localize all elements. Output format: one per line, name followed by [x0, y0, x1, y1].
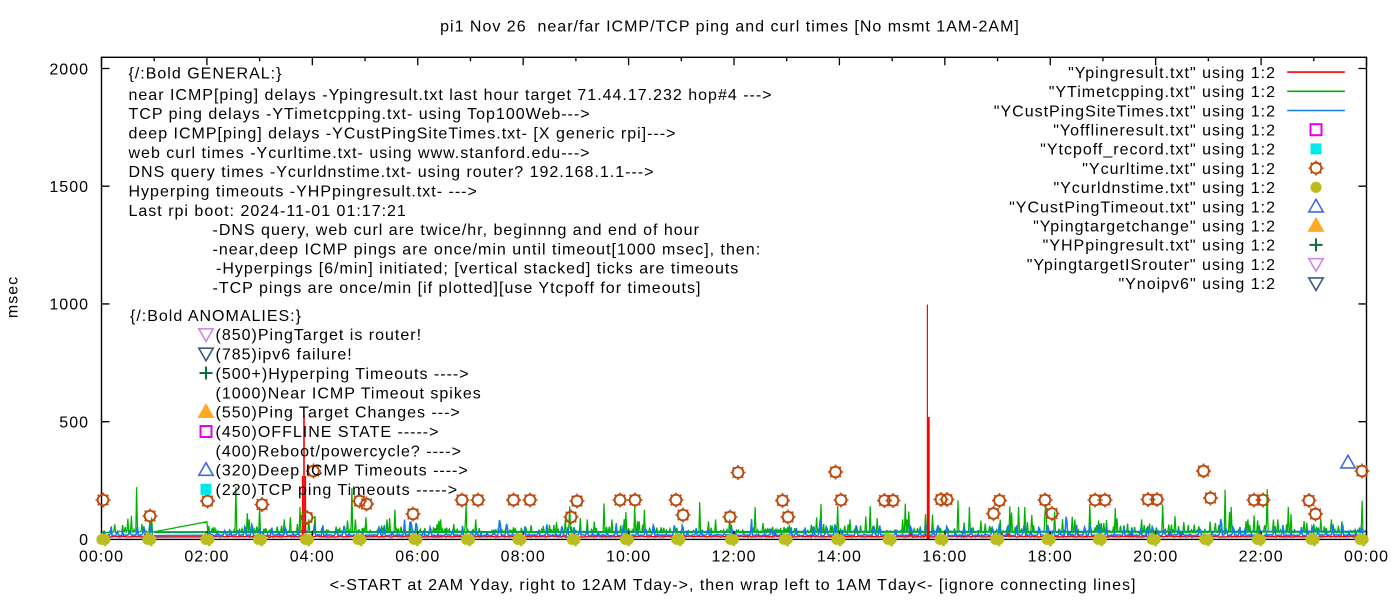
svg-text:(1000)Near ICMP Timeout spikes: (1000)Near ICMP Timeout spikes [216, 385, 482, 402]
svg-text:(400)Reboot/powercycle? ---->: (400)Reboot/powercycle? ----> [216, 443, 462, 460]
svg-text:msec: msec [5, 276, 22, 318]
svg-text:06:00: 06:00 [395, 549, 440, 566]
svg-text:10:00: 10:00 [606, 549, 651, 566]
svg-text:1000: 1000 [49, 297, 89, 314]
svg-text:0: 0 [79, 532, 89, 549]
svg-text:12:00: 12:00 [711, 549, 756, 566]
svg-text:"YHPpingresult.txt" using 1:2: "YHPpingresult.txt" using 1:2 [1043, 238, 1276, 255]
svg-text:00:00: 00:00 [1344, 549, 1389, 566]
svg-text:(220)TCP ping Timeouts ----->: (220)TCP ping Timeouts -----> [216, 482, 459, 499]
svg-text:1500: 1500 [49, 179, 89, 196]
svg-text:DNS query times -Ycurldnstime.: DNS query times -Ycurldnstime.txt- using… [129, 164, 655, 181]
svg-text:22:00: 22:00 [1239, 549, 1284, 566]
svg-text:(785)ipv6 failure!: (785)ipv6 failure! [216, 347, 353, 364]
svg-text:-Hyperpings [6/min] initiated;: -Hyperpings [6/min] initiated; [vertical… [216, 261, 739, 278]
svg-text:"YpingtargetISrouter" using 1:: "YpingtargetISrouter" using 1:2 [1027, 257, 1276, 274]
svg-text:(450)OFFLINE STATE ----->: (450)OFFLINE STATE -----> [216, 424, 440, 441]
svg-text:14:00: 14:00 [817, 549, 862, 566]
svg-text:web curl times -Ycurltime.txt-: web curl times -Ycurltime.txt- using www… [128, 145, 591, 162]
svg-text:(320)Deep ICMP Timeouts ---->: (320)Deep ICMP Timeouts ----> [216, 463, 469, 480]
svg-text:08:00: 08:00 [501, 549, 546, 566]
svg-text:16:00: 16:00 [922, 549, 967, 566]
svg-text:"YCustPingSiteTimes.txt" using: "YCustPingSiteTimes.txt" using 1:2 [994, 103, 1276, 120]
svg-text:"Ytcpoff_record.txt" using 1:2: "Ytcpoff_record.txt" using 1:2 [1040, 142, 1276, 159]
svg-text:04:00: 04:00 [290, 549, 335, 566]
svg-text:00:00: 00:00 [79, 549, 124, 566]
svg-text:{/:Bold ANOMALIES:}: {/:Bold ANOMALIES:} [130, 308, 302, 325]
svg-text:-DNS query, web curl are twice: -DNS query, web curl are twice/hr, begin… [213, 222, 700, 239]
svg-text:"YCustPingTimeout.txt" using 1: "YCustPingTimeout.txt" using 1:2 [1009, 199, 1276, 216]
svg-text:02:00: 02:00 [184, 549, 229, 566]
svg-text:2000: 2000 [49, 61, 89, 78]
svg-text:18:00: 18:00 [1028, 549, 1073, 566]
svg-text:20:00: 20:00 [1133, 549, 1178, 566]
svg-text:Hyperping timeouts -YHPpingres: Hyperping timeouts -YHPpingresult.txt- -… [129, 184, 478, 201]
svg-text:"Ypingresult.txt" using 1:2: "Ypingresult.txt" using 1:2 [1068, 65, 1276, 82]
svg-text:"Ypingtargetchange" using 1:2: "Ypingtargetchange" using 1:2 [1033, 219, 1276, 236]
svg-text:-near,deep ICMP pings are once: -near,deep ICMP pings are once/min until… [213, 241, 762, 258]
svg-text:-TCP pings are once/min [if pl: -TCP pings are once/min [if plotted][use… [213, 280, 702, 297]
svg-text:500: 500 [59, 415, 89, 432]
svg-text:near ICMP[ping] delays -Ypingr: near ICMP[ping] delays -Ypingresult.txt … [129, 87, 773, 104]
svg-text:<-START at 2AM Yday, right to: <-START at 2AM Yday, right to 12AM Tday-… [330, 577, 1137, 594]
svg-text:"Yofflineresult.txt" using 1:2: "Yofflineresult.txt" using 1:2 [1053, 123, 1276, 140]
svg-text:TCP ping delays -YTimetcpping.: TCP ping delays -YTimetcpping.txt- using… [129, 106, 591, 123]
svg-text:"Ycurldnstime.txt" using 1:2: "Ycurldnstime.txt" using 1:2 [1053, 180, 1276, 197]
svg-text:Last rpi boot: 2024-11-01 01:1: Last rpi boot: 2024-11-01 01:17:21 [129, 203, 407, 220]
svg-text:pi1 Nov 26 near/far ICMP/TCP: pi1 Nov 26 near/far ICMP/TCP ping and cu… [440, 19, 1020, 36]
svg-text:(500+)Hyperping Timeouts ---->: (500+)Hyperping Timeouts ----> [216, 366, 470, 383]
svg-text:{/:Bold GENERAL:}: {/:Bold GENERAL:} [129, 65, 283, 82]
svg-text:(550)Ping Target Changes --->: (550)Ping Target Changes ---> [216, 405, 461, 422]
svg-text:(850)PingTarget is router!: (850)PingTarget is router! [216, 327, 423, 344]
svg-text:"Ycurltime.txt" using 1:2: "Ycurltime.txt" using 1:2 [1082, 161, 1276, 178]
svg-text:"YTimetcpping.txt" using 1:2: "YTimetcpping.txt" using 1:2 [1049, 84, 1276, 101]
svg-text:"Ynoipv6" using 1:2: "Ynoipv6" using 1:2 [1118, 276, 1276, 293]
svg-text:deep ICMP[ping] delays -YCustP: deep ICMP[ping] delays -YCustPingSiteTim… [129, 126, 677, 143]
